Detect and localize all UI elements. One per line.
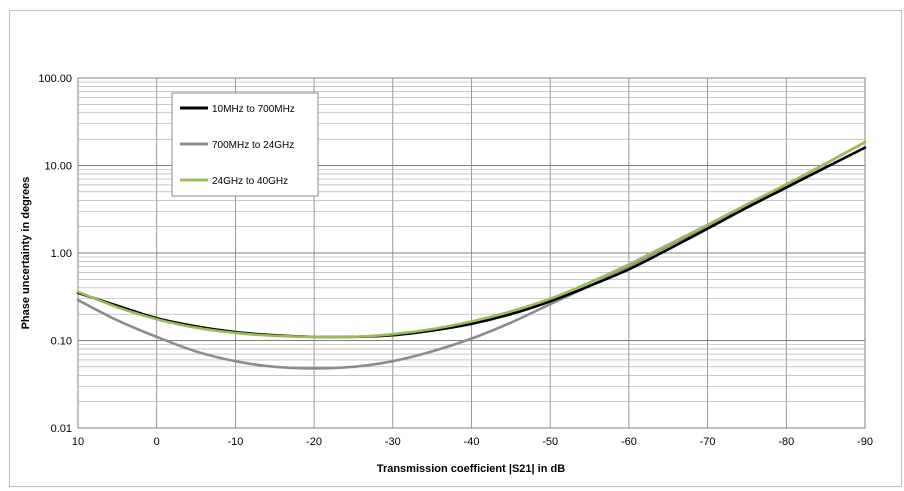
legend: 10MHz to 700MHz 700MHz to 24GHz 24GHz to… xyxy=(172,93,318,196)
x-tick-label: -70 xyxy=(700,436,716,448)
x-tick-label: -80 xyxy=(778,436,794,448)
legend-label-2: 700MHz to 24GHz xyxy=(212,140,294,151)
x-tick-label: 0 xyxy=(154,436,160,448)
y-tick-label: 10.00 xyxy=(44,161,72,173)
y-tick-label: 0.01 xyxy=(51,423,72,435)
x-axis-title: Transmission coefficient |S21| in dB xyxy=(377,463,565,475)
y-axis-title: Phase uncertainty in degrees xyxy=(20,177,32,330)
x-tick-label: 10 xyxy=(72,436,84,448)
y-tick-label: 1.00 xyxy=(51,248,72,260)
x-tick-label: -20 xyxy=(306,436,322,448)
x-tick-label: -90 xyxy=(857,436,873,448)
x-tick-label: -50 xyxy=(542,436,558,448)
x-tick-labels: 10 0 -10 -20 -30 -40 -50 -60 -70 -80 -90 xyxy=(72,436,873,448)
x-tick-label: -60 xyxy=(621,436,637,448)
legend-label-3: 24GHz to 40GHz xyxy=(212,176,288,187)
y-tick-label: 100.00 xyxy=(38,73,72,85)
y-tick-label: 0.10 xyxy=(51,336,72,348)
x-tick-label: -30 xyxy=(385,436,401,448)
y-tick-labels: 0.01 0.10 1.00 10.00 100.00 xyxy=(38,73,72,435)
x-tick-label: -10 xyxy=(227,436,243,448)
x-tick-label: -40 xyxy=(464,436,480,448)
legend-label-1: 10MHz to 700MHz xyxy=(212,104,295,115)
